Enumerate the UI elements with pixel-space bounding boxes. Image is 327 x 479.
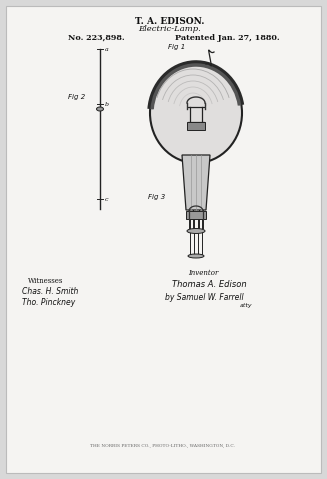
Text: Thomas A. Edison: Thomas A. Edison (172, 280, 247, 289)
Ellipse shape (96, 107, 104, 111)
Text: Patented Jan. 27, 1880.: Patented Jan. 27, 1880. (175, 34, 280, 42)
FancyBboxPatch shape (6, 6, 321, 473)
Ellipse shape (188, 254, 204, 258)
Text: T. A. EDISON.: T. A. EDISON. (135, 17, 205, 26)
Text: atty: atty (240, 303, 253, 308)
Text: Tho. Pinckney: Tho. Pinckney (22, 298, 75, 307)
FancyBboxPatch shape (186, 211, 206, 219)
Text: Electric-Lamp.: Electric-Lamp. (139, 25, 201, 33)
Ellipse shape (150, 63, 242, 163)
Text: Fig 3: Fig 3 (148, 194, 165, 200)
Text: c: c (105, 196, 109, 202)
Text: b: b (105, 102, 109, 106)
Text: THE NORRIS PETERS CO., PHOTO-LITHO., WASHINGTON, D.C.: THE NORRIS PETERS CO., PHOTO-LITHO., WAS… (91, 443, 235, 447)
Text: by Samuel W. Farrell: by Samuel W. Farrell (165, 293, 244, 302)
Text: Witnesses: Witnesses (28, 277, 63, 285)
Text: Chas. H. Smith: Chas. H. Smith (22, 287, 78, 296)
Text: a: a (105, 46, 109, 52)
Ellipse shape (187, 228, 205, 233)
Polygon shape (182, 155, 210, 210)
Text: No. 223,898.: No. 223,898. (68, 34, 125, 42)
Text: Fig 1: Fig 1 (168, 44, 185, 50)
FancyBboxPatch shape (187, 122, 205, 130)
Text: Fig 2: Fig 2 (68, 94, 85, 100)
Text: Inventor: Inventor (188, 269, 218, 277)
